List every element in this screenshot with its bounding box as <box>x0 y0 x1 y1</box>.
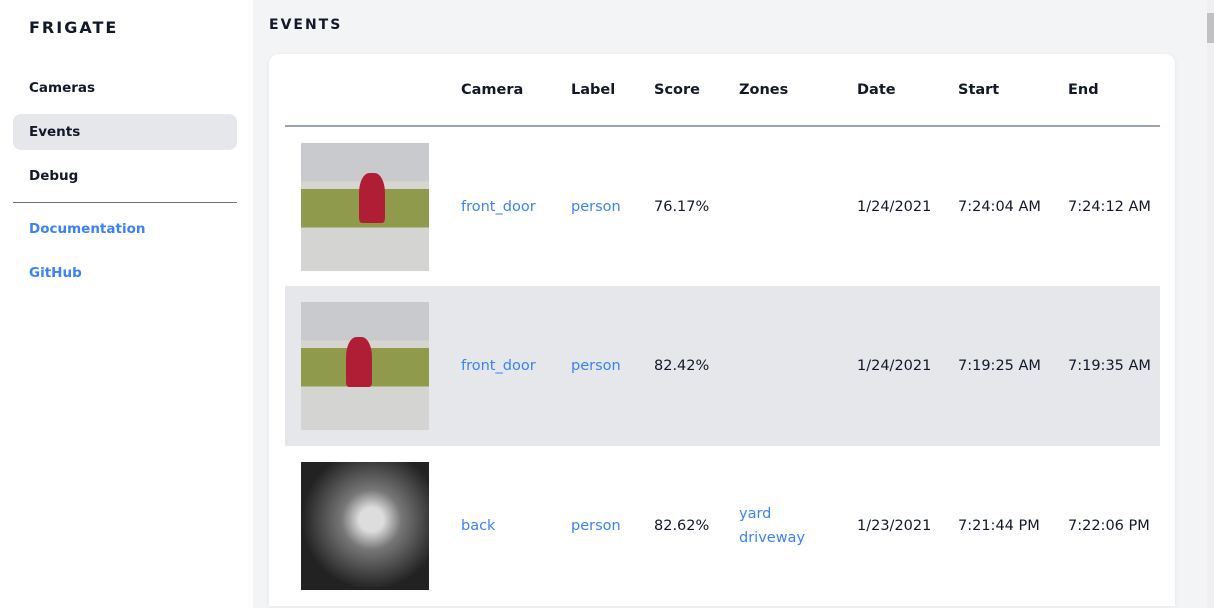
end-time: 7:19:35 AM <box>1068 286 1160 446</box>
events-card: Camera Label Score Zones Date Start End … <box>269 54 1175 606</box>
camera-cell: front_door <box>461 126 571 286</box>
col-zones: Zones <box>739 54 857 127</box>
zones-cell <box>739 286 857 446</box>
col-date: Date <box>857 54 958 127</box>
label-link[interactable]: person <box>571 518 621 534</box>
label-cell: person <box>571 446 654 606</box>
event-thumbnail[interactable] <box>301 302 429 430</box>
date: 1/23/2021 <box>857 518 932 534</box>
date: 1/24/2021 <box>857 198 932 215</box>
camera-cell: back <box>461 446 571 606</box>
col-start: Start <box>958 54 1068 127</box>
label-cell: person <box>571 126 654 286</box>
score: 82.62% <box>654 518 710 534</box>
event-thumbnail[interactable] <box>301 462 429 590</box>
main-content: EVENTS Camera Label Score Zones Date Sta… <box>253 0 1214 608</box>
person-figure <box>346 337 372 387</box>
scrollbar-thumb[interactable] <box>1207 13 1214 43</box>
end-time: 7:24:12 AM <box>1068 198 1151 215</box>
end-time: 7:22:06 PM <box>1068 518 1150 534</box>
col-thumbnail <box>285 54 461 127</box>
label-link[interactable]: person <box>571 358 621 374</box>
label-link[interactable]: person <box>571 198 621 215</box>
table-header: Camera Label Score Zones Date Start End <box>285 54 1160 127</box>
documentation-link[interactable]: Documentation <box>29 221 146 237</box>
camera-link[interactable]: back <box>461 518 496 534</box>
sidebar-item-debug[interactable]: Debug <box>29 168 79 184</box>
zones-cell: yard driveway <box>739 446 857 606</box>
sidebar-item-events[interactable]: Events <box>13 114 237 150</box>
date: 1/24/2021 <box>857 286 958 446</box>
zone-link[interactable]: driveway <box>739 530 806 546</box>
event-thumbnail[interactable] <box>301 142 429 271</box>
camera-link[interactable]: front_door <box>461 198 536 215</box>
zones-cell <box>739 126 857 286</box>
start-time: 7:24:04 AM <box>958 198 1041 215</box>
thumbnail-cell <box>285 286 461 446</box>
events-table: Camera Label Score Zones Date Start End … <box>285 54 1160 606</box>
zone-link[interactable]: yard <box>739 506 772 522</box>
col-label: Label <box>571 54 654 127</box>
label-cell: person <box>571 286 654 446</box>
person-figure <box>359 172 385 223</box>
score: 82.42% <box>654 286 739 446</box>
start-time: 7:21:44 PM <box>958 518 1040 534</box>
table-row[interactable]: front_door person 76.17% 1/24/2021 7:24:04 A… <box>285 126 1160 286</box>
camera-cell: front_door <box>461 286 571 446</box>
col-score: Score <box>654 54 739 127</box>
camera-link[interactable]: front_door <box>461 358 536 374</box>
app-logo: FRIGATE <box>29 18 119 37</box>
thumbnail-cell <box>285 446 461 606</box>
table-row[interactable]: back person 82.62% yard driveway 1/23/2021 7:2… <box>285 446 1160 606</box>
thumbnail-cell <box>285 126 461 286</box>
col-end: End <box>1068 54 1160 127</box>
scrollbar[interactable] <box>1207 0 1214 608</box>
col-camera: Camera <box>461 54 571 127</box>
github-link[interactable]: GitHub <box>29 265 82 281</box>
sidebar: FRIGATE Cameras Events Debug Documentati… <box>0 0 253 608</box>
sidebar-item-cameras[interactable]: Cameras <box>29 80 96 96</box>
start-time: 7:19:25 AM <box>958 286 1068 446</box>
table-row[interactable]: front_door person 82.42% 1/24/2021 7:19:25 A… <box>285 286 1160 446</box>
sidebar-divider <box>13 202 237 203</box>
page-title: EVENTS <box>269 17 343 33</box>
score: 76.17% <box>654 198 710 215</box>
